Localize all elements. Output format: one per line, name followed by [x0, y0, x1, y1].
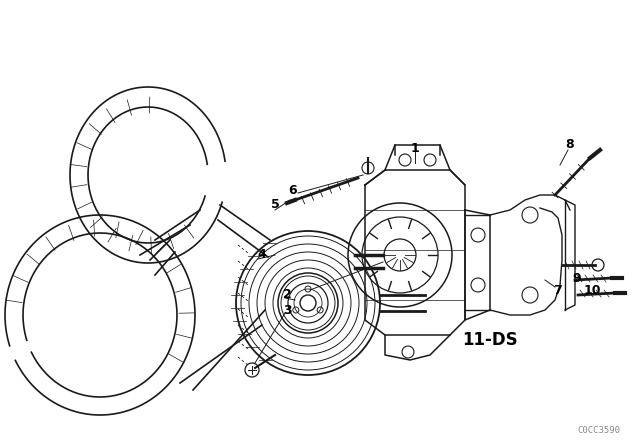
Text: 1: 1: [411, 142, 419, 155]
Text: 7: 7: [554, 284, 563, 297]
Text: 6: 6: [289, 184, 298, 197]
Text: 3: 3: [283, 303, 291, 316]
Text: 8: 8: [566, 138, 574, 151]
Text: 9: 9: [573, 271, 581, 284]
Text: 4: 4: [258, 249, 266, 262]
Text: 11-DS: 11-DS: [462, 331, 518, 349]
Text: 2: 2: [283, 289, 291, 302]
Text: 10: 10: [583, 284, 601, 297]
Text: C0CC3590: C0CC3590: [577, 426, 620, 435]
Text: 5: 5: [271, 198, 280, 211]
